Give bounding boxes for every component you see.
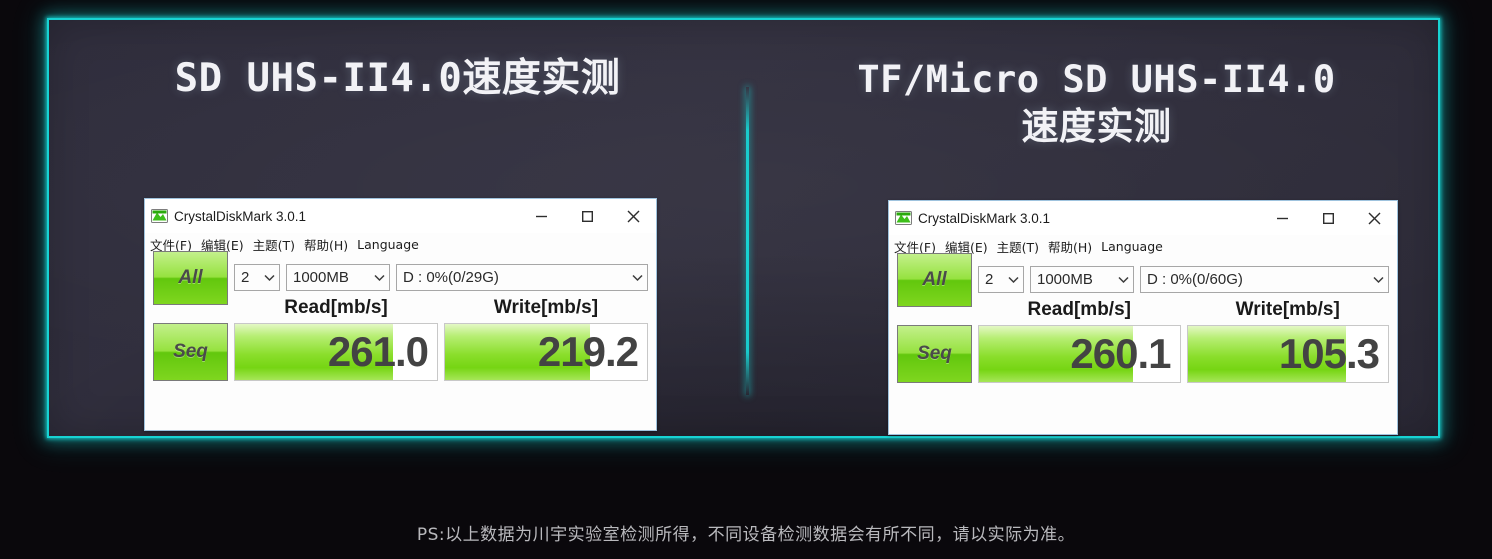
target-drive-value: D : 0%(0/29G) [403,269,499,286]
seq-read-result: 261.0 [234,323,438,381]
read-header: Read[mb/s] [1027,299,1131,320]
seq-read-bar [979,326,1134,382]
right-window-titlebar[interactable]: CrystalDiskMark 3.0.1 [889,201,1397,235]
right-headers-row: Read[mb/s] Write[mb/s] [897,298,1389,322]
crystaldiskmark-icon [895,210,912,227]
chevron-down-icon [1008,276,1019,284]
left-window-body: All 2 1000MB D : 0%(0/29 [145,250,656,387]
crystaldiskmark-icon [151,208,168,225]
all-button[interactable]: All [897,252,972,307]
left-window-title: CrystalDiskMark 3.0.1 [174,208,307,224]
seq-button[interactable]: Seq [153,323,228,381]
write-header: Write[mb/s] [1235,299,1340,320]
left-headers-row: Read[mb/s] Write[mb/s] [153,296,648,320]
test-size-value: 1000MB [293,269,349,286]
left-panel-title: SD UHS-II4.0速度实测 [49,54,746,104]
target-drive-value: D : 0%(0/60G) [1147,271,1243,288]
right-panel-title-line1: TF/Micro SD UHS-II4.0 [857,58,1336,101]
menu-item-edit[interactable]: 编辑(E) [200,238,244,253]
run-count-value: 2 [241,269,250,286]
chevron-down-icon [1373,276,1384,284]
menu-item-language[interactable]: Language [357,237,419,252]
chevron-down-icon [1118,276,1129,284]
run-count-select[interactable]: 2 [978,266,1024,293]
close-icon[interactable] [1351,201,1397,235]
menu-item-theme[interactable]: 主题(T) [252,238,295,253]
seq-read-value: 261.0 [327,328,429,375]
menu-item-theme[interactable]: 主题(T) [996,240,1039,255]
run-count-select[interactable]: 2 [234,264,280,291]
all-button[interactable]: All [153,250,228,305]
panel-divider [746,87,749,395]
menu-item-file[interactable]: 文件(F) [150,238,192,253]
seq-write-value: 105.3 [1278,330,1380,377]
right-window-menubar: 文件(F) 编辑(E) 主题(T) 帮助(H) Language [889,235,1397,258]
seq-write-bar [445,324,591,380]
read-header: Read[mb/s] [284,297,388,318]
right-results-row: Seq 260.1 105.3 [897,325,1389,383]
chevron-down-icon [264,274,275,282]
footer-note: PS:以上数据为川宇实验室检测所得，不同设备检测数据会有所不同，请以实际为准。 [416,525,1076,545]
right-panel-title-line2: 速度实测 [1021,105,1172,149]
showcase-panel: SD UHS-II4.0速度实测 CrystalDiskMark 3.0.1 [47,18,1440,438]
write-header: Write[mb/s] [493,297,599,318]
seq-button[interactable]: Seq [897,325,972,383]
left-controls-row: All 2 1000MB D : 0%(0/29 [153,250,648,305]
seq-write-value: 219.2 [537,328,639,375]
seq-write-result: 105.3 [1186,325,1389,383]
right-panel: TF/Micro SD UHS-II4.0 速度实测 CrystalDiskMa… [748,20,1445,440]
left-window-controls [518,199,656,233]
menu-item-edit[interactable]: 编辑(E) [944,240,988,255]
left-results-row: Seq 261.0 219.2 [153,323,648,381]
right-window-controls [1259,201,1397,235]
maximize-icon[interactable] [564,199,610,233]
seq-read-bar [235,324,393,380]
chevron-down-icon [632,274,643,282]
menu-item-help[interactable]: 帮助(H) [304,238,349,253]
right-controls-row: All 2 1000MB D : 0%(0/60 [897,252,1389,307]
seq-write-result: 219.2 [444,323,648,381]
minimize-icon[interactable] [518,199,564,233]
test-size-select[interactable]: 1000MB [1030,266,1134,293]
maximize-icon[interactable] [1305,201,1351,235]
chevron-down-icon [374,274,385,282]
menu-item-help[interactable]: 帮助(H) [1048,240,1093,255]
seq-read-result: 260.1 [978,325,1181,383]
menu-item-file[interactable]: 文件(F) [894,240,936,255]
left-window-titlebar[interactable]: CrystalDiskMark 3.0.1 [145,199,656,233]
menu-item-language[interactable]: Language [1101,239,1163,254]
left-panel: SD UHS-II4.0速度实测 CrystalDiskMark 3.0.1 [49,20,746,440]
close-icon[interactable] [610,199,656,233]
test-size-value: 1000MB [1037,271,1093,288]
right-crystaldiskmark-window: CrystalDiskMark 3.0.1 文件(F) 编辑(E) 主题( [888,200,1398,435]
test-size-select[interactable]: 1000MB [286,264,390,291]
right-window-body: All 2 1000MB D : 0%(0/60 [889,252,1397,389]
target-drive-select[interactable]: D : 0%(0/29G) [396,264,648,291]
run-count-value: 2 [985,271,994,288]
seq-read-value: 260.1 [1070,330,1171,377]
left-window-menubar: 文件(F) 编辑(E) 主题(T) 帮助(H) Language [145,233,656,256]
right-window-title: CrystalDiskMark 3.0.1 [918,210,1051,226]
minimize-icon[interactable] [1259,201,1305,235]
left-panel-title-line1: SD UHS-II4.0速度实测 [174,56,621,101]
target-drive-select[interactable]: D : 0%(0/60G) [1140,266,1389,293]
left-crystaldiskmark-window: CrystalDiskMark 3.0.1 文件(F) 编辑(E) 主题( [144,198,657,431]
right-panel-title: TF/Micro SD UHS-II4.0 速度实测 [748,56,1445,151]
seq-write-bar [1187,326,1346,382]
